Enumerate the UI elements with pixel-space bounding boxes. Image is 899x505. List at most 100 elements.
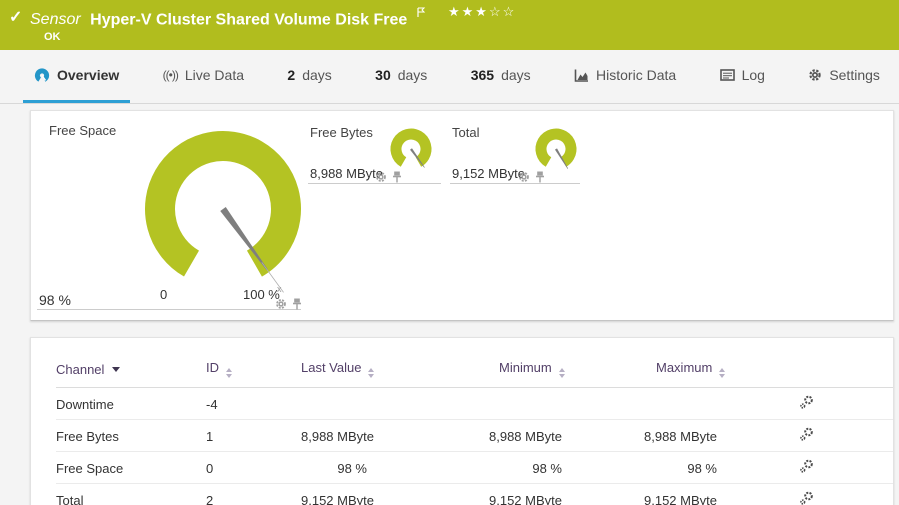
channel-last-value: 8,988 MByte [301, 419, 421, 452]
priority-stars[interactable]: ★★★☆☆ [448, 4, 517, 19]
channel-id: -4 [206, 387, 301, 420]
channel-settings-icon[interactable] [799, 427, 814, 445]
tab-settings[interactable]: Settings [797, 50, 891, 103]
column-header-id[interactable]: ID [206, 352, 301, 388]
channel-last-value: 98 % [301, 451, 421, 484]
sort-icon [558, 368, 565, 378]
channel-minimum: 98 % [421, 451, 616, 484]
free-space-gauge: x [145, 131, 301, 294]
ok-check-icon: ✓ [9, 9, 23, 26]
pin-icon[interactable] [292, 297, 302, 315]
tab-label: Settings [829, 67, 880, 83]
tab-label: days [302, 67, 332, 83]
total-gauge [535, 128, 577, 170]
pin-icon[interactable] [535, 170, 545, 188]
total-gauge-tools [518, 170, 545, 188]
status-badge: OK [44, 31, 61, 43]
tab-label: Overview [57, 67, 120, 83]
tab-historic-data[interactable]: Historic Data [563, 50, 687, 103]
channel-name[interactable]: Free Bytes [56, 419, 206, 452]
tab-label: days [397, 67, 428, 83]
gauge-peak-marker: x [277, 284, 282, 294]
tab-30-days[interactable]: 30 days [364, 50, 438, 103]
channel-id: 2 [206, 483, 301, 505]
channel-minimum: 9,152 MByte [421, 483, 616, 505]
sort-icon [719, 368, 726, 378]
total-value: 9,152 MByte [452, 166, 525, 181]
flag-icon[interactable] [416, 5, 427, 23]
free-bytes-gauge [390, 128, 432, 170]
sort-desc-icon [112, 366, 121, 372]
channel-last-value: 9,152 MByte [301, 483, 421, 505]
divider [37, 309, 301, 310]
tab-number: 365 [470, 67, 495, 83]
area-chart-icon [574, 69, 589, 82]
tab-label: Historic Data [596, 67, 677, 83]
page-title: Hyper-V Cluster Shared Volume Disk Free [90, 11, 408, 29]
free-bytes-value: 8,988 MByte [310, 166, 383, 181]
channel-id: 1 [206, 419, 301, 452]
total-label: Total [452, 125, 480, 140]
channel-name[interactable]: Free Space [56, 451, 206, 484]
table-row[interactable]: Free Bytes 1 8,988 MByte 8,988 MByte 8,9… [56, 419, 893, 452]
channel-settings-icon[interactable] [799, 491, 814, 505]
tab-label: Live Data [184, 67, 244, 83]
free-bytes-gauge-tools [375, 170, 402, 188]
tab-live-data[interactable]: ((•)) Live Data [152, 50, 255, 103]
sort-icon [368, 368, 375, 378]
tab-label: Log [741, 67, 765, 83]
primary-gauge-label: Free Space [49, 123, 117, 138]
channel-maximum [616, 387, 771, 420]
free-space-value: 98 % [39, 292, 71, 308]
sensor-title-line: Sensor Hyper-V Cluster Shared Volume Dis… [30, 5, 427, 29]
channel-maximum: 9,152 MByte [616, 483, 771, 505]
gear-icon[interactable] [375, 170, 387, 188]
channel-settings-icon[interactable] [799, 459, 814, 477]
channel-name[interactable]: Total [56, 483, 206, 505]
gear-icon[interactable] [275, 297, 287, 315]
tab-2-days[interactable]: 2 days [276, 50, 342, 103]
channel-minimum [421, 387, 616, 420]
channel-maximum: 98 % [616, 451, 771, 484]
free-bytes-label: Free Bytes [310, 125, 373, 140]
table-row[interactable]: Downtime -4 [56, 387, 893, 420]
gauge-needle [220, 207, 284, 293]
tab-label: days [501, 67, 531, 83]
channel-minimum: 8,988 MByte [421, 419, 616, 452]
table-row[interactable]: Free Space 0 98 % 98 % 98 % [56, 451, 893, 484]
table-row[interactable]: Total 2 9,152 MByte 9,152 MByte 9,152 MB… [56, 483, 893, 505]
free-space-gauge-tools [275, 297, 302, 315]
channels-panel: Channel ID Last Value Minimum Maximum Do… [30, 337, 894, 505]
channels-table: Channel ID Last Value Minimum Maximum Do… [56, 352, 893, 505]
pin-icon[interactable] [392, 170, 402, 188]
gauge-icon [34, 67, 50, 83]
divider [450, 183, 580, 184]
table-header-row: Channel ID Last Value Minimum Maximum [56, 352, 893, 388]
column-header-maximum[interactable]: Maximum [616, 352, 771, 388]
channel-settings-icon[interactable] [799, 395, 814, 413]
tab-bar: Overview ((•)) Live Data 2 days 30 days … [0, 50, 899, 104]
tab-365-days[interactable]: 365 days [460, 50, 542, 103]
gear-icon[interactable] [518, 170, 530, 188]
column-header-last-value[interactable]: Last Value [301, 352, 421, 388]
channel-last-value [301, 387, 421, 420]
channel-name[interactable]: Downtime [56, 387, 206, 420]
channel-id: 0 [206, 451, 301, 484]
sort-icon [226, 368, 232, 378]
tab-overview[interactable]: Overview [23, 50, 131, 103]
sensor-kind-label: Sensor [30, 11, 81, 29]
divider [308, 183, 441, 184]
log-icon [719, 69, 735, 81]
column-header-channel[interactable]: Channel [56, 352, 206, 388]
gauge-max-label: 100 % [243, 287, 280, 302]
tab-log[interactable]: Log [709, 50, 776, 103]
column-header-minimum[interactable]: Minimum [421, 352, 616, 388]
column-header-actions [771, 352, 893, 388]
tab-number: 30 [375, 67, 391, 83]
gear-icon [808, 68, 822, 82]
live-icon: ((•)) [162, 68, 179, 82]
gauge-min-label: 0 [160, 287, 168, 302]
tab-number: 2 [287, 67, 296, 83]
gauges-panel: Free Space x 98 % 0 100 % Free Bytes 8,9… [30, 110, 894, 321]
channel-maximum: 8,988 MByte [616, 419, 771, 452]
